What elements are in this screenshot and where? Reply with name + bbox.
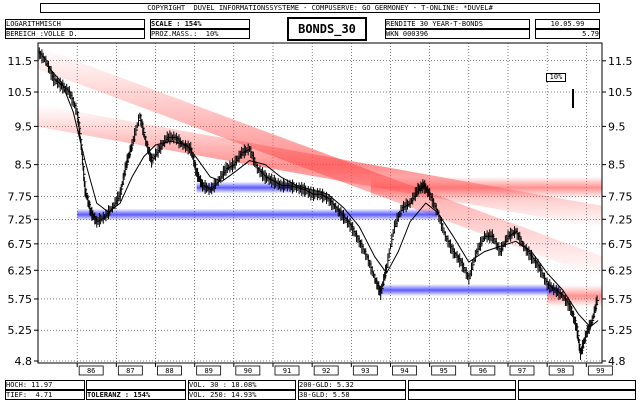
gld200-label: 200-GLD: 5.32 [298, 380, 406, 390]
y-tick-label-right: 7.75 [608, 190, 633, 203]
last-value-label: 5.79 [535, 29, 600, 39]
scale-marker: 10% [546, 73, 566, 82]
y-tick-label-left: 6.25 [8, 264, 33, 277]
high-label: HOCH: 11.97 [5, 380, 85, 390]
low-label: TIEF: 4.71 [5, 390, 85, 400]
x-tick-box [352, 365, 378, 376]
plot-frame [37, 42, 603, 364]
footer-empty-4 [518, 380, 636, 390]
footer-empty-3 [408, 390, 516, 400]
gld38-label: 38-GLD: 5.58 [298, 390, 406, 400]
x-tick-box [313, 365, 339, 376]
y-tick-label-left: 9.5 [15, 120, 33, 133]
y-tick-label-left: 4.8 [15, 355, 33, 368]
x-tick-box [274, 365, 300, 376]
chart-title: BONDS_30 [287, 17, 367, 41]
y-tick-label-right: 4.8 [608, 355, 626, 368]
y-tick-label-right: 6.25 [608, 264, 633, 277]
x-tick-label: 88 [165, 367, 173, 375]
red-trend-band [547, 284, 602, 307]
y-tick-label-right: 7.25 [608, 213, 633, 226]
y-tick-label-left: 11.5 [8, 55, 33, 68]
red-trend-band [370, 176, 602, 199]
scale-setting: SCALE : 154% [150, 19, 250, 29]
x-tick-label: 86 [87, 367, 95, 375]
footer-empty-2 [408, 380, 516, 390]
x-tick-box [431, 365, 457, 376]
y-tick-label-left: 7.75 [8, 190, 33, 203]
x-tick-box [587, 365, 613, 376]
y-tick-label-right: 8.5 [608, 159, 626, 172]
x-tick-label: 95 [439, 367, 447, 375]
date-label: 10.05.99 [535, 19, 600, 29]
y-tick-label-left: 8.5 [15, 159, 33, 172]
x-tick-label: 87 [126, 367, 134, 375]
x-tick-label: 96 [479, 367, 487, 375]
y-tick-label-left: 6.75 [8, 238, 33, 251]
x-tick-box [157, 365, 182, 376]
y-tick-label-right: 10.5 [608, 86, 633, 99]
x-tick-box [235, 365, 261, 376]
footer-empty-5 [518, 390, 636, 400]
proz-mass-setting: PROZ.MASS.: 10% [150, 29, 250, 39]
scale-marker-bar [572, 89, 574, 108]
x-tick-box [509, 365, 535, 376]
x-tick-box [196, 365, 222, 376]
y-tick-label-left: 5.25 [8, 324, 33, 337]
x-tick-box [392, 365, 417, 376]
scale-type-label: LOGARITHMISCH [5, 19, 145, 29]
moving-average-line [45, 63, 599, 328]
y-tick-label-left: 10.5 [8, 86, 33, 99]
copyright-bar: COPYRIGHT DUVEL INFORMATIONSSYSTEME - CO… [40, 3, 600, 13]
x-tick-box [470, 365, 496, 376]
y-tick-label-right: 6.75 [608, 238, 633, 251]
tolerance-label: TOLERANZ : 154% [86, 390, 186, 400]
x-tick-label: 99 [596, 367, 604, 375]
y-tick-label-right: 9.5 [608, 120, 626, 133]
vol30-label: VOL. 30 : 18.08% [188, 380, 296, 390]
vol250-label: VOL. 250: 14.93% [188, 390, 296, 400]
y-axis: 11.5 11.5 10.5 10.5 9.5 9.5 8.5 8.5 7.75 7.75 7.25… [8, 55, 633, 368]
trend-bands [38, 46, 602, 307]
x-tick-label: 92 [322, 367, 330, 375]
instrument-label: RENDITE 30 YEAR-T-BONDS [385, 19, 530, 29]
x-tick-label: 98 [557, 367, 565, 375]
y-tick-label-left: 5.75 [8, 293, 33, 306]
x-tick-box [548, 365, 574, 376]
x-tick-label: 89 [204, 367, 212, 375]
x-tick-label: 94 [400, 367, 408, 375]
y-tick-label-left: 7.25 [8, 213, 33, 226]
series [37, 47, 600, 360]
x-tick-label: 90 [244, 367, 252, 375]
x-tick-label: 93 [361, 367, 369, 375]
x-tick-box [78, 365, 104, 376]
range-label: BEREICH :VOLLE D. [5, 29, 145, 39]
footer-empty-1 [86, 380, 186, 390]
y-tick-label-right: 5.25 [608, 324, 633, 337]
y-tick-label-right: 5.75 [608, 293, 633, 306]
blue-trend-band [378, 284, 559, 297]
x-tick-box [117, 365, 143, 376]
y-tick-label-right: 11.5 [608, 55, 633, 68]
x-axis: 86 87 88 89 90 91 92 93 94 95 96 97 98 99 [76, 363, 613, 376]
x-tick-label: 91 [283, 367, 291, 375]
x-tick-label: 97 [518, 367, 526, 375]
wkn-label: WKN 000396 [385, 29, 530, 39]
blue-trend-band [77, 208, 438, 221]
